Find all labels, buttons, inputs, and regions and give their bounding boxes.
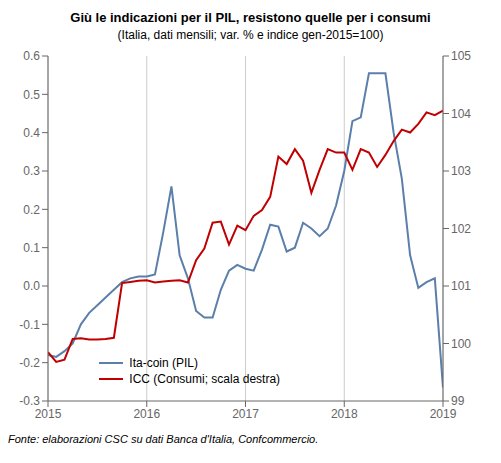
svg-text:0.4: 0.4	[23, 126, 40, 140]
svg-text:0.5: 0.5	[23, 88, 40, 102]
svg-text:2016: 2016	[133, 407, 160, 421]
svg-text:2015: 2015	[35, 407, 62, 421]
html-text:Ita-coin (PIL): Ita-coin (PIL)	[129, 356, 198, 371]
svg-text:103: 103	[451, 164, 471, 178]
svg-text:2019: 2019	[430, 407, 457, 421]
svg-text:102: 102	[451, 222, 471, 236]
svg-text:-0.2: -0.2	[19, 356, 40, 370]
html-text:Giù le indicazioni per il PIL,: Giù le indicazioni per il PIL, resistono…	[70, 10, 431, 25]
svg-text:100: 100	[451, 337, 471, 351]
svg-text:99: 99	[451, 394, 465, 408]
svg-text:2018: 2018	[331, 407, 358, 421]
svg-text:-0.1: -0.1	[19, 318, 40, 332]
svg-text:-0.3: -0.3	[19, 394, 40, 408]
html-text:ICC (Consumi; scala destra): ICC (Consumi; scala destra)	[129, 372, 281, 387]
svg-text:2017: 2017	[232, 407, 259, 421]
svg-text:0.3: 0.3	[23, 164, 40, 178]
svg-text:0.2: 0.2	[23, 203, 40, 217]
svg-text:0.1: 0.1	[23, 241, 40, 255]
svg-text:104: 104	[451, 107, 471, 121]
svg-text:101: 101	[451, 279, 471, 293]
svg-text:0.6: 0.6	[23, 49, 40, 63]
html-text:(Italia, dati mensili; var. %: (Italia, dati mensili; var. % e indice g…	[117, 28, 384, 42]
svg-text:105: 105	[451, 49, 471, 63]
html-text:Fonte: elaborazioni CSC su dat: Fonte: elaborazioni CSC su dati Banca d'…	[8, 433, 319, 445]
svg-text:0.0: 0.0	[23, 279, 40, 293]
